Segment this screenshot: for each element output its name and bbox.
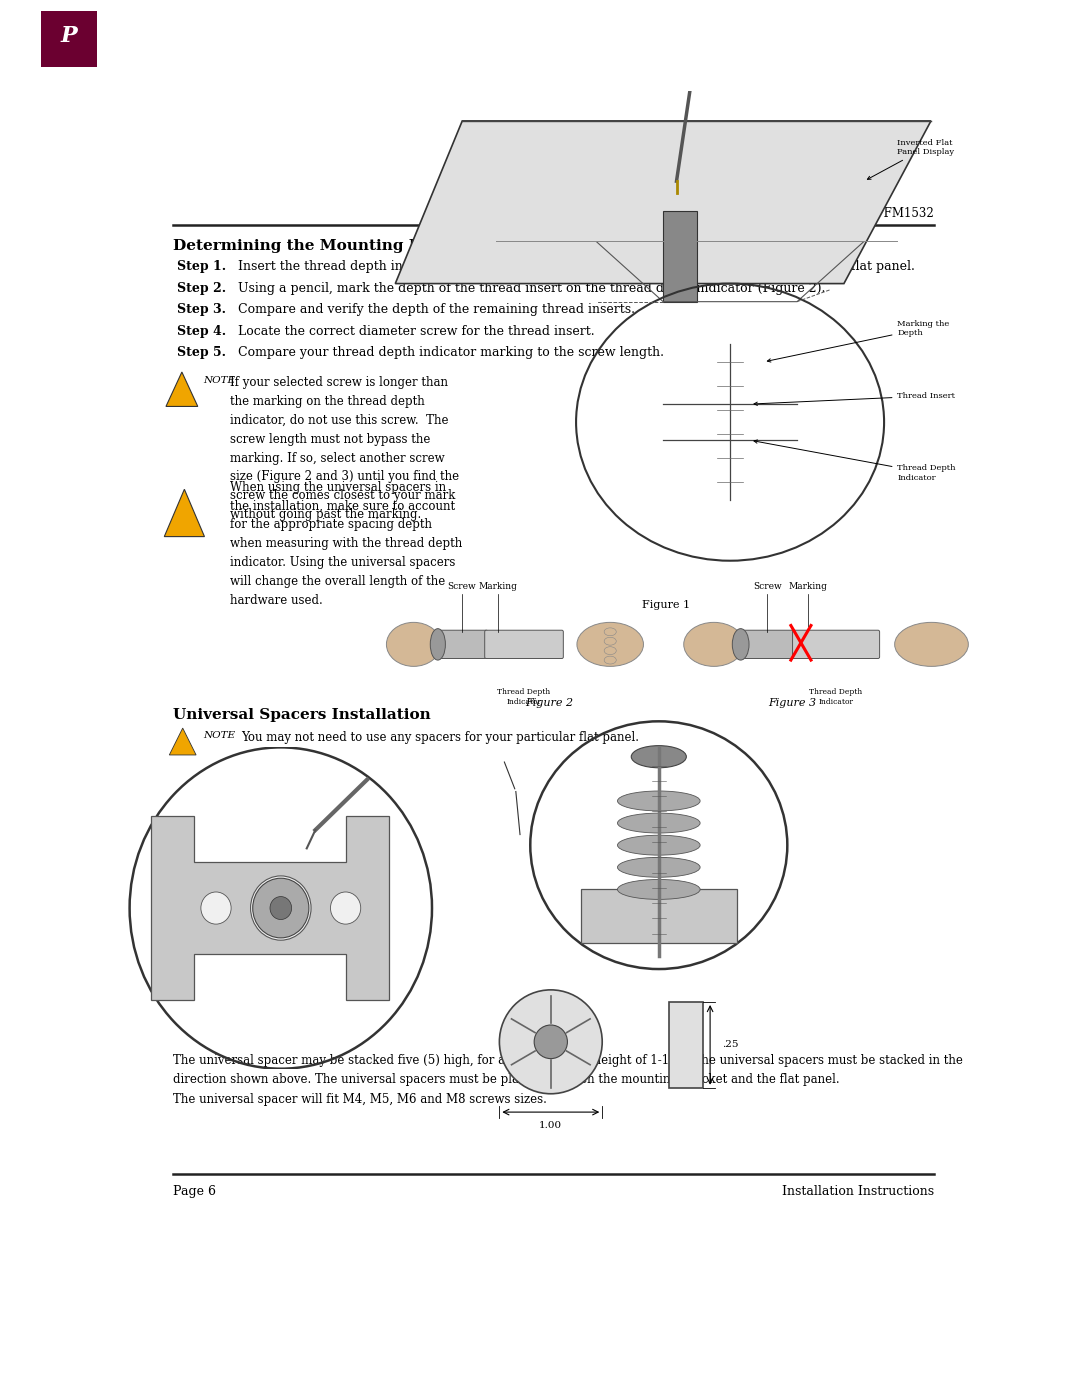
Ellipse shape [430,629,445,661]
Text: Screw: Screw [753,583,782,591]
Text: Compare your thread depth indicator marking to the screw length.: Compare your thread depth indicator mark… [230,346,663,359]
Polygon shape [151,816,389,1000]
Text: Thread Insert: Thread Insert [754,393,956,405]
Text: Compare and verify the depth of the remaining thread inserts.: Compare and verify the depth of the rema… [230,303,635,316]
Text: Step 5.: Step 5. [177,346,226,359]
Text: Step 1.: Step 1. [177,260,226,274]
Ellipse shape [604,657,617,664]
Text: Marking: Marking [478,583,517,591]
Text: hardware used.: hardware used. [230,594,322,606]
Ellipse shape [618,791,700,810]
FancyBboxPatch shape [793,630,879,658]
Ellipse shape [604,627,617,636]
Circle shape [535,1025,567,1059]
Text: Locate the correct diameter screw for the thread insert.: Locate the correct diameter screw for th… [230,324,594,338]
Ellipse shape [618,858,700,877]
Text: Step 4.: Step 4. [177,324,226,338]
Text: LPFM1532: LPFM1532 [868,207,934,221]
Text: !: ! [179,387,184,397]
Text: Figure 3: Figure 3 [768,698,816,708]
Ellipse shape [894,623,969,666]
Ellipse shape [684,623,744,666]
Text: size (Figure 2 and 3) until you find the: size (Figure 2 and 3) until you find the [230,471,459,483]
Text: Page 6: Page 6 [173,1185,216,1199]
Ellipse shape [618,835,700,855]
Text: Insert the thread depth indicator (supplied) through the thread inserts found on: Insert the thread depth indicator (suppl… [230,260,915,274]
Ellipse shape [604,637,617,645]
Polygon shape [164,489,204,536]
Text: P: P [60,25,78,47]
FancyBboxPatch shape [41,11,97,67]
Ellipse shape [631,746,687,768]
Text: when measuring with the thread depth: when measuring with the thread depth [230,536,462,550]
Text: direction shown above. The universal spacers must be placed between the mounting: direction shown above. The universal spa… [173,1073,839,1087]
Polygon shape [170,728,197,754]
Text: screw length must not bypass the: screw length must not bypass the [230,433,430,446]
Circle shape [251,876,311,940]
Text: Figure 1: Figure 1 [643,601,690,610]
Text: without going past the marking.: without going past the marking. [230,509,421,521]
FancyBboxPatch shape [739,630,796,658]
Ellipse shape [577,623,644,666]
Text: Marking: Marking [788,583,827,591]
FancyBboxPatch shape [669,1002,703,1088]
Text: the marking on the thread depth: the marking on the thread depth [230,395,424,408]
Text: marking. If so, select another screw: marking. If so, select another screw [230,451,444,465]
Text: When using the universal spacers in: When using the universal spacers in [230,481,446,493]
FancyBboxPatch shape [436,630,488,658]
Text: indicator, do not use this screw.  The: indicator, do not use this screw. The [230,414,448,427]
Circle shape [330,893,361,925]
Circle shape [201,893,231,925]
Text: Thread Depth
Indicator: Thread Depth Indicator [498,689,551,705]
Text: the installation, make sure to account: the installation, make sure to account [230,500,455,513]
Text: Using a pencil, mark the depth of the thread insert on the thread depth indicato: Using a pencil, mark the depth of the th… [230,282,825,295]
Text: The universal spacer may be stacked five (5) high, for a total stacking height o: The universal spacer may be stacked five… [173,1053,962,1067]
Text: NOTE: NOTE [203,376,235,386]
Text: Determining the Mounting Hardware: Determining the Mounting Hardware [173,239,492,253]
Text: indicator. Using the universal spacers: indicator. Using the universal spacers [230,556,455,569]
Text: .25: .25 [723,1041,739,1049]
Text: Screw: Screw [447,583,476,591]
Ellipse shape [604,647,617,655]
Text: Step 2.: Step 2. [177,282,226,295]
Text: NOTE: NOTE [204,731,235,740]
FancyBboxPatch shape [581,890,737,943]
Ellipse shape [618,813,700,833]
Ellipse shape [618,880,700,900]
Text: You may not need to use any spacers for your particular flat panel.: You may not need to use any spacers for … [241,731,639,745]
Text: will change the overall length of the: will change the overall length of the [230,574,445,588]
Text: Figure 2: Figure 2 [525,698,573,708]
FancyBboxPatch shape [485,630,564,658]
Ellipse shape [387,623,441,666]
Text: If your selected screw is longer than: If your selected screw is longer than [230,376,447,390]
Circle shape [499,990,603,1094]
FancyBboxPatch shape [663,211,697,302]
Text: Thread Depth
Indicator: Thread Depth Indicator [754,440,956,482]
Text: 1.00: 1.00 [539,1122,563,1130]
Text: screw the comes closest to your mark: screw the comes closest to your mark [230,489,455,503]
Text: Inverted Flat
Panel Display: Inverted Flat Panel Display [867,140,955,179]
Polygon shape [166,372,198,407]
Text: for the appropriate spacing depth: for the appropriate spacing depth [230,518,432,531]
Text: Step 3.: Step 3. [177,303,226,316]
Text: The universal spacer will fit M4, M5, M6 and M8 screws sizes.: The universal spacer will fit M4, M5, M6… [173,1092,546,1106]
Text: Marking the
Depth: Marking the Depth [767,320,949,362]
Polygon shape [395,122,931,284]
Ellipse shape [732,629,750,661]
Text: Thread Depth
Indicator: Thread Depth Indicator [809,689,863,705]
Circle shape [253,879,309,937]
Text: !: ! [181,509,187,521]
Text: Universal Spacers Installation: Universal Spacers Installation [173,708,431,722]
Text: Installation Instructions: Installation Instructions [782,1185,934,1199]
Circle shape [270,897,292,919]
Text: !: ! [180,739,185,747]
